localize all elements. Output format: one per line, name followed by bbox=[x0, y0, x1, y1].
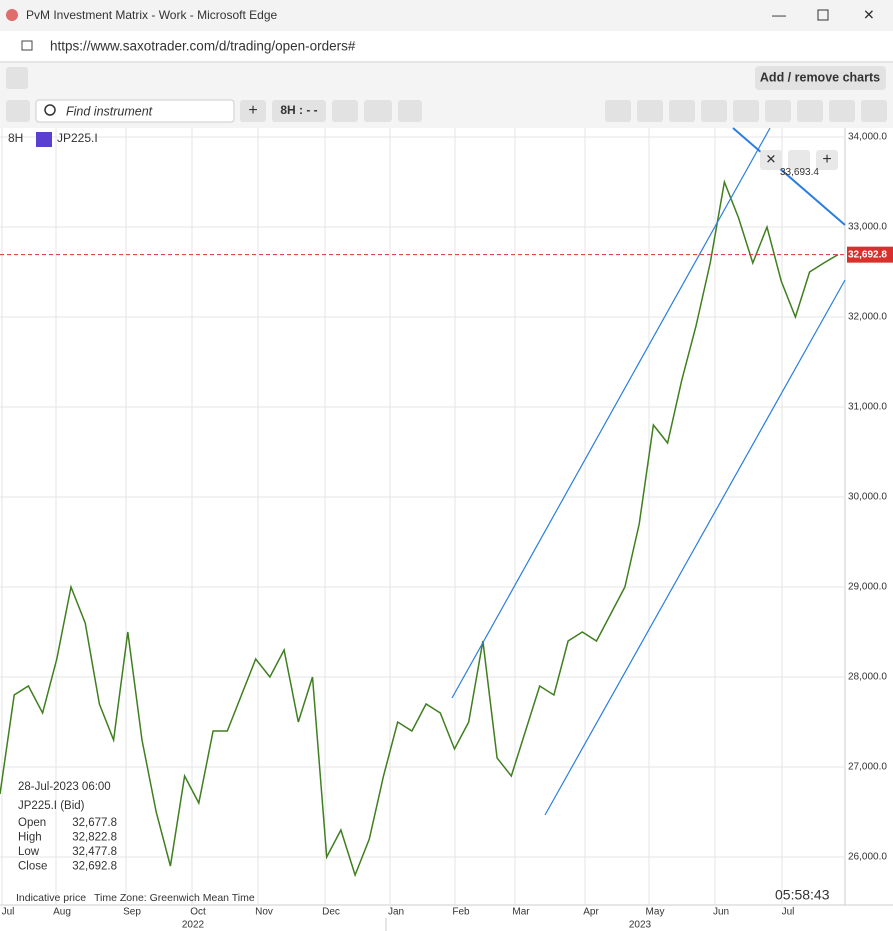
app-icon bbox=[6, 9, 18, 21]
tool-buttons bbox=[605, 100, 887, 122]
tool-button[interactable] bbox=[733, 100, 759, 122]
x-tick-label: Apr bbox=[583, 907, 599, 918]
year-label: 2022 bbox=[182, 920, 205, 931]
add-remove-label[interactable]: Add / remove charts bbox=[760, 70, 880, 84]
x-tick-label: Jul bbox=[2, 907, 15, 918]
lock-icon bbox=[21, 40, 33, 51]
search-icon bbox=[44, 104, 56, 116]
add-drawing[interactable] bbox=[816, 150, 838, 170]
last-price-tag bbox=[847, 246, 893, 263]
x-tick-label: Nov bbox=[255, 907, 273, 918]
interval-button[interactable] bbox=[272, 100, 326, 122]
window-title: PvM Investment Matrix - Work - Microsoft… bbox=[26, 8, 277, 22]
x-tick-label: Jan bbox=[388, 907, 404, 918]
y-tick-label: 29,000.0 bbox=[848, 582, 887, 593]
x-tick-label: May bbox=[646, 907, 665, 918]
info-value: 32,822.8 bbox=[72, 832, 117, 844]
info-key: High bbox=[18, 832, 42, 844]
info-value: 32,677.8 bbox=[72, 817, 117, 829]
add-icon: + bbox=[248, 102, 257, 119]
link-button[interactable] bbox=[6, 100, 30, 122]
add-button[interactable] bbox=[240, 100, 266, 122]
app-toolbar bbox=[0, 63, 893, 96]
y-tick-label: 32,000.0 bbox=[848, 312, 887, 323]
interval-label[interactable]: 8H : - - bbox=[280, 103, 317, 117]
layout-button[interactable] bbox=[364, 100, 392, 122]
x-tick-label: Oct bbox=[190, 907, 206, 918]
info-name: JP225.I (Bid) bbox=[18, 800, 85, 812]
popout-button[interactable] bbox=[6, 67, 28, 89]
instrument: JP225.I bbox=[57, 131, 98, 145]
info-value: 32,477.8 bbox=[72, 846, 117, 858]
cfd-icon bbox=[36, 132, 52, 147]
y-tick-label: 34,000.0 bbox=[848, 132, 887, 143]
tool-button[interactable] bbox=[797, 100, 823, 122]
maximize[interactable] bbox=[817, 9, 829, 21]
info-box: Open 32,677.8 High 32,822.8 Low 32,477.8 Close… bbox=[18, 817, 117, 873]
settings-drawing[interactable] bbox=[788, 150, 810, 170]
address-bar bbox=[0, 31, 893, 62]
tool-button[interactable] bbox=[861, 100, 887, 122]
high-annotation: 33,693.4 bbox=[780, 167, 819, 178]
timezone: Time Zone: Greenwich Mean Time bbox=[94, 892, 255, 904]
close-icon: ✕ bbox=[766, 151, 777, 166]
info-key: Low bbox=[18, 846, 40, 858]
channel-line bbox=[451, 127, 771, 699]
interval: 8H bbox=[8, 131, 23, 145]
tool-button[interactable] bbox=[669, 100, 695, 122]
y-tick-label: 31,000.0 bbox=[848, 402, 887, 413]
x-tick-label: Mar bbox=[512, 907, 530, 918]
y-tick-label: 28,000.0 bbox=[848, 672, 887, 683]
plot bbox=[0, 128, 845, 905]
tool-button[interactable] bbox=[829, 100, 855, 122]
price-line bbox=[0, 179, 839, 878]
tool-button[interactable] bbox=[701, 100, 727, 122]
last-price-label: 32,692.8 bbox=[848, 249, 887, 260]
more-button[interactable] bbox=[398, 100, 422, 122]
info-date: 28-Jul-2023 06:00 bbox=[18, 781, 111, 793]
x-tick-label: Aug bbox=[53, 907, 71, 918]
channel-line bbox=[544, 279, 846, 816]
x-tick-label: Feb bbox=[452, 907, 470, 918]
clock: 05:58:43 bbox=[775, 887, 830, 903]
search-placeholder: Find instrument bbox=[66, 104, 153, 118]
y-tick-label: 33,000.0 bbox=[848, 222, 887, 233]
add-icon: + bbox=[822, 151, 831, 168]
tool-button[interactable] bbox=[605, 100, 631, 122]
close-drawing[interactable] bbox=[760, 150, 782, 170]
y-tick-label: 26,000.0 bbox=[848, 852, 887, 863]
tool-button[interactable] bbox=[637, 100, 663, 122]
url[interactable]: https://www.saxotrader.com/d/trading/ope… bbox=[50, 39, 356, 54]
close[interactable]: ✕ bbox=[863, 7, 875, 23]
info-key: Close bbox=[18, 861, 47, 873]
info-value: 32,692.8 bbox=[72, 861, 117, 873]
search-box[interactable] bbox=[35, 99, 235, 123]
tool-button[interactable] bbox=[765, 100, 791, 122]
x-tick-label: Jun bbox=[713, 907, 729, 918]
trend-line bbox=[732, 127, 846, 226]
x-tick-label: Dec bbox=[322, 907, 340, 918]
year-label: 2023 bbox=[629, 920, 652, 931]
x-tick-label: Sep bbox=[123, 907, 141, 918]
y-tick-label: 27,000.0 bbox=[848, 762, 887, 773]
info-key: Open bbox=[18, 817, 46, 829]
add-remove-button[interactable] bbox=[755, 66, 886, 90]
x-tick-label: Jul bbox=[782, 907, 795, 918]
title-bar bbox=[0, 0, 893, 31]
y-tick-label: 30,000.0 bbox=[848, 492, 887, 503]
minimize[interactable]: — bbox=[772, 7, 786, 23]
refresh-button[interactable] bbox=[332, 100, 358, 122]
indicative: Indicative price bbox=[16, 892, 86, 904]
